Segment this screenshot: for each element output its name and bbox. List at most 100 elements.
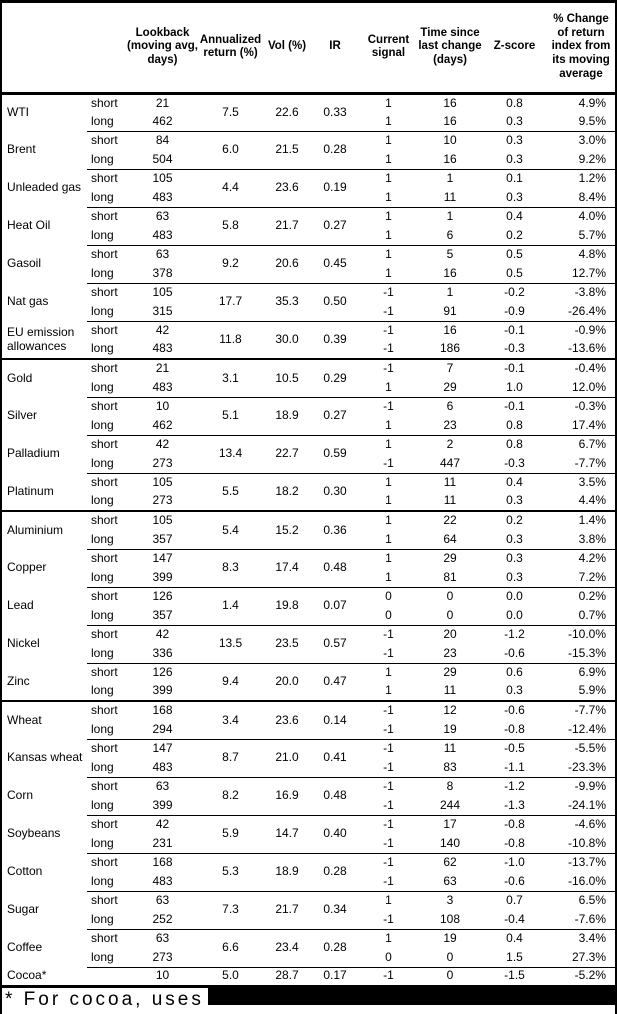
pct-change-value: -13.7% [547,852,615,872]
lookback-value: 483 [152,341,173,356]
row-eu-emission-allowances-long: long 483 -1 186 -0.3 -13.6% [2,340,615,359]
pct-change-value: -26.4% [567,303,606,318]
current-signal-value: 1 [359,168,418,188]
current-signal-value: 1 [385,265,392,280]
leg-label: long [91,569,114,584]
zscore-value: 0.4 [482,206,547,226]
vol-value: 18.9 [263,852,311,891]
commodity-name: Lead [7,598,34,613]
time-since-change-value: 11 [443,189,457,204]
leg-label: long [91,303,114,318]
row-palladium-long: long 273 -1 447 -0.3 -7.7% [2,454,615,473]
zscore-value: -0.2 [482,282,547,302]
zscore-value: -1.3 [504,797,525,812]
zscore-value: -0.5 [482,738,547,758]
current-signal-value: -1 [359,624,418,644]
leg-label: short [87,928,127,948]
zscore-value: -0.1 [482,358,547,378]
current-signal-value: 1 [359,472,418,492]
lookback-value: 63 [127,206,198,226]
pct-change-value: -0.9% [547,320,615,340]
current-signal-value: 1 [359,662,418,682]
zscore-value: -0.3 [504,341,525,356]
lookback-value: 336 [152,645,173,660]
zscore-value: 0.0 [506,607,523,622]
lookback-value: 462 [152,113,173,128]
lookback-value: 168 [127,852,198,872]
ir-value: 0.34 [311,890,359,929]
time-since-change-value: 1 [418,282,482,302]
row-nat-gas-long: long 315 -1 91 -0.9 -26.4% [2,302,615,321]
ir-value: 0.48 [311,548,359,587]
zscore-value: -0.8 [504,721,525,736]
current-signal-value: -1 [359,700,418,720]
leg-label: short [87,890,127,910]
vol-value: 17.4 [263,548,311,587]
time-since-change-value: 0 [418,586,482,606]
row-unleaded-gas-short: Unleaded gas short 105 4.4 23.6 0.19 1 1 0.1 1.2% [2,168,615,207]
current-signal-value: 1 [359,130,418,150]
pct-change-value: 4.0% [547,206,615,226]
leg-label: long [91,911,114,926]
leg-label: long [91,759,114,774]
row-platinum-long: long 273 1 11 0.3 4.4% [2,492,615,511]
ir-value: 0.07 [311,586,359,625]
commodity-name: Soybeans [7,826,61,841]
pct-change-value: 4.2% [547,548,615,568]
lookback-value: 378 [152,265,173,280]
pct-change-value: -12.4% [567,721,606,736]
annualized-return-value: 3.1 [198,358,263,397]
annualized-return-value: 1.4 [198,586,263,625]
zscore-value: -0.9 [504,303,525,318]
row-soybeans-long: long 231 -1 140 -0.8 -10.8% [2,834,615,853]
time-since-change-value: 2 [418,434,482,454]
lookback-value: 105 [127,282,198,302]
annualized-return-value: 5.0 [198,966,263,986]
lookback-value: 399 [152,683,173,698]
vol-value: 35.3 [263,282,311,321]
time-since-change-value: 5 [418,244,482,264]
row-zinc-short: Zinc short 126 9.4 20.0 0.47 1 29 0.6 6.9% [2,662,615,701]
commodity-name: Brent [7,142,36,157]
row-corn-long: long 399 -1 244 -1.3 -24.1% [2,796,615,815]
row-nat-gas-short: Nat gas short 105 17.7 35.3 0.50 -1 1 -0.2 -3.8% [2,282,615,321]
column-header-ir: IR [311,3,359,95]
time-since-change-value: 7 [418,358,482,378]
time-since-change-value: 0 [418,966,482,986]
time-since-change-value: 10 [418,130,482,150]
time-since-change-value: 0 [446,949,454,964]
annualized-return-value: 13.5 [198,624,263,663]
vol-value: 23.6 [263,700,311,739]
leg-label: short [87,396,127,416]
pct-change-value: -23.3% [567,759,606,774]
lookback-value: 63 [127,776,198,796]
annualized-return-value: 3.4 [198,700,263,739]
annualized-return-value: 6.0 [198,130,263,169]
time-since-change-value: 11 [443,493,457,508]
time-since-change-value: 244 [439,797,461,812]
annualized-return-value: 5.4 [198,510,263,549]
time-since-change-value: 62 [418,852,482,872]
pct-change-value: 17.4% [571,417,606,432]
zscore-value: 0.8 [482,92,547,112]
ir-value: 0.50 [311,282,359,321]
current-signal-value: 1 [385,493,392,508]
lookback-value: 399 [152,569,173,584]
commodity-name: Coffee [7,940,43,955]
pct-change-value: 3.0% [547,130,615,150]
current-signal-value: -1 [359,396,418,416]
row-gold-long: long 483 1 29 1.0 12.0% [2,378,615,397]
zscore-value: 0.3 [506,189,523,204]
ir-value: 0.36 [311,510,359,549]
commodity-name: Zinc [7,673,30,688]
current-signal-value: -1 [383,645,394,660]
vol-value: 21.5 [263,130,311,169]
pct-change-value: -0.3% [547,396,615,416]
row-sugar-short: Sugar short 63 7.3 21.7 0.34 1 3 0.7 6.5% [2,890,615,929]
leg-label: long [91,417,114,432]
row-lead-long: long 357 0 0 0.0 0.7% [2,606,615,625]
commodity-name: Gold [2,358,87,397]
vol-value: 22.7 [263,434,311,473]
ir-value: 0.28 [311,852,359,891]
current-signal-value: 1 [385,227,392,242]
